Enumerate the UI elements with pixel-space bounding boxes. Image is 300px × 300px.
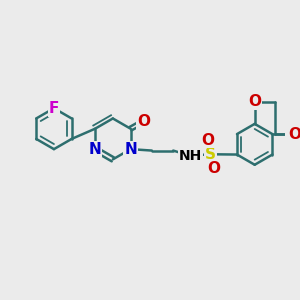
Text: S: S bbox=[205, 147, 216, 162]
Text: O: O bbox=[248, 94, 261, 109]
Text: O: O bbox=[201, 133, 214, 148]
Text: O: O bbox=[137, 114, 150, 129]
Text: N: N bbox=[124, 142, 137, 157]
Text: O: O bbox=[288, 127, 300, 142]
Text: F: F bbox=[49, 101, 59, 116]
Text: NH: NH bbox=[178, 149, 202, 163]
Text: N: N bbox=[89, 142, 101, 157]
Text: O: O bbox=[207, 161, 220, 176]
